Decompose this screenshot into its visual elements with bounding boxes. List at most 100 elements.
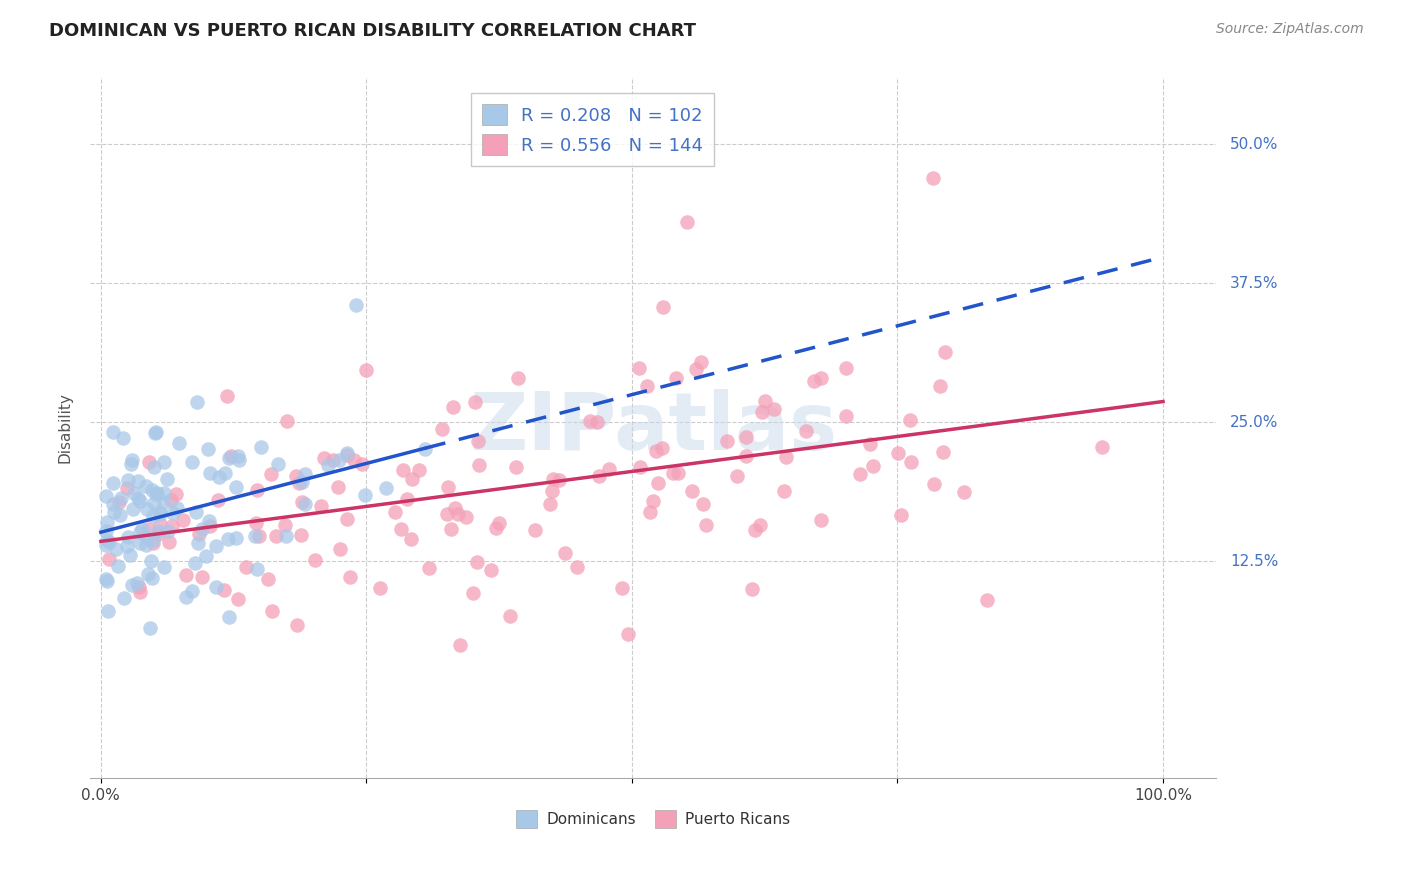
Point	[725, 468, 748, 483]
Point	[121, 578, 143, 592]
Point	[157, 534, 180, 549]
Point	[122, 485, 145, 500]
Point	[835, 409, 858, 423]
Point	[744, 523, 766, 537]
Point	[187, 536, 209, 550]
Point	[339, 570, 361, 584]
Point	[312, 451, 335, 466]
Point	[647, 475, 669, 490]
Point	[96, 533, 118, 547]
Point	[288, 475, 311, 490]
Point	[180, 455, 202, 469]
Point	[322, 453, 344, 467]
Point	[436, 507, 458, 521]
Point	[112, 591, 135, 605]
Point	[541, 483, 564, 498]
Point	[131, 522, 153, 536]
Point	[890, 508, 912, 523]
Point	[146, 485, 169, 500]
Point	[437, 480, 460, 494]
Point	[142, 533, 165, 548]
Point	[408, 462, 430, 476]
Point	[467, 555, 489, 569]
Point	[142, 460, 165, 475]
Point	[172, 513, 194, 527]
Point	[294, 497, 316, 511]
Point	[554, 546, 576, 560]
Point	[110, 508, 132, 523]
Point	[610, 581, 633, 595]
Point	[328, 480, 350, 494]
Point	[117, 473, 139, 487]
Point	[129, 585, 152, 599]
Point	[523, 524, 546, 538]
Point	[96, 537, 118, 551]
Point	[149, 516, 172, 531]
Point	[149, 504, 172, 518]
Point	[401, 472, 423, 486]
Point	[443, 500, 465, 515]
Point	[197, 442, 219, 456]
Point	[162, 506, 184, 520]
Point	[138, 455, 160, 469]
Point	[754, 393, 776, 408]
Point	[643, 493, 665, 508]
Y-axis label: Disability: Disability	[58, 392, 72, 463]
Point	[479, 563, 502, 577]
Point	[112, 431, 135, 445]
Point	[129, 536, 152, 550]
Point	[110, 491, 132, 506]
Point	[810, 513, 832, 527]
Text: DOMINICAN VS PUERTO RICAN DISABILITY CORRELATION CHART: DOMINICAN VS PUERTO RICAN DISABILITY COR…	[49, 22, 696, 40]
Point	[354, 363, 377, 377]
Point	[245, 516, 267, 531]
Point	[174, 568, 197, 582]
Point	[165, 487, 187, 501]
Point	[849, 467, 872, 481]
Point	[267, 457, 290, 471]
Point	[128, 581, 150, 595]
Text: 50.0%: 50.0%	[1230, 136, 1278, 152]
Point	[276, 529, 298, 543]
Point	[153, 560, 176, 574]
Legend: Dominicans, Puerto Ricans: Dominicans, Puerto Ricans	[510, 804, 796, 834]
Point	[218, 450, 240, 465]
Point	[97, 552, 120, 566]
Point	[934, 345, 956, 359]
Point	[166, 500, 188, 515]
Point	[666, 466, 689, 480]
Point	[900, 455, 922, 469]
Point	[284, 468, 307, 483]
Point	[588, 469, 610, 483]
Point	[304, 552, 326, 566]
Point	[96, 489, 118, 503]
Point	[228, 453, 250, 467]
Point	[118, 548, 141, 562]
Point	[198, 518, 221, 533]
Point	[181, 584, 204, 599]
Point	[155, 472, 177, 486]
Text: 12.5%: 12.5%	[1230, 554, 1278, 569]
Point	[127, 491, 149, 505]
Point	[117, 539, 139, 553]
Point	[567, 560, 589, 574]
Point	[145, 425, 167, 439]
Point	[96, 572, 118, 586]
Point	[858, 437, 880, 451]
Point	[689, 354, 711, 368]
Point	[548, 474, 571, 488]
Point	[368, 582, 391, 596]
Point	[794, 424, 817, 438]
Point	[316, 458, 339, 473]
Point	[924, 477, 946, 491]
Point	[191, 522, 214, 536]
Point	[219, 449, 242, 463]
Point	[953, 484, 976, 499]
Point	[247, 529, 270, 543]
Point	[262, 604, 284, 618]
Point	[186, 395, 208, 409]
Point	[636, 378, 658, 392]
Point	[391, 522, 413, 536]
Point	[692, 497, 714, 511]
Point	[344, 298, 367, 312]
